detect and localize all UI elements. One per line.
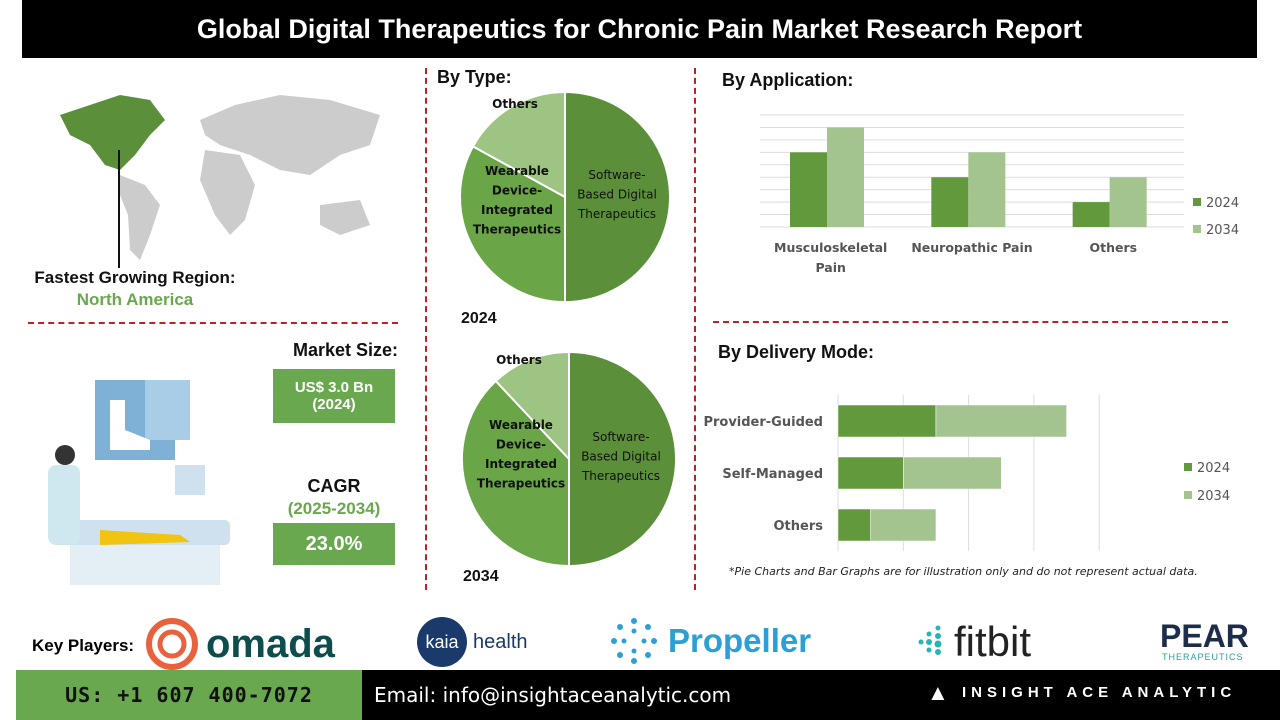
page-title: Global Digital Therapeutics for Chronic … xyxy=(22,0,1257,58)
category-label: Musculoskeletal xyxy=(774,240,887,255)
omada-logo: omada xyxy=(146,618,335,670)
pie-slice xyxy=(494,350,570,462)
bar-2024 xyxy=(790,152,827,227)
bar-2024 xyxy=(837,456,904,490)
pie-slice-label: Others xyxy=(496,353,542,367)
legend-swatch xyxy=(1193,198,1201,206)
email-contact[interactable]: Email: info@insightaceanalytic.com xyxy=(374,683,732,707)
bar-2034 xyxy=(870,508,937,542)
footer-bar: Email: info@insightaceanalytic.com ▲ INS… xyxy=(362,670,1280,720)
kaia-health-logo: kaia health xyxy=(417,617,528,667)
pie-slice-label: Wearable Device-Integrated Therapeutics xyxy=(473,164,561,237)
pie-slice-label: Others xyxy=(492,97,538,111)
category-label: Self-Managed xyxy=(722,467,823,482)
bar-2034 xyxy=(1109,177,1147,227)
pie-2024-label: 2024 xyxy=(461,310,497,327)
category-label: Provider-Guided xyxy=(703,415,823,430)
by-type-title: By Type: xyxy=(437,67,512,87)
cagr-value: 23.0% xyxy=(273,523,395,565)
bar-2024 xyxy=(837,508,871,542)
pie-slice-label: Software-Based Digital Therapeutics xyxy=(577,168,657,221)
bar-2034 xyxy=(968,152,1006,227)
pie-slice xyxy=(461,379,570,568)
key-players-label: Key Players: xyxy=(32,636,135,655)
bar-2024 xyxy=(931,177,969,227)
bar-2034 xyxy=(827,127,864,227)
by-delivery-title: By Delivery Mode: xyxy=(718,342,875,362)
legend-label: 2024 xyxy=(1206,196,1239,211)
market-size-label: Market Size: xyxy=(292,340,398,360)
market-size-box: US$ 3.0 Bn (2024) xyxy=(273,369,395,423)
bar-2034 xyxy=(903,456,1002,490)
region-value: North America xyxy=(76,290,194,309)
legend-label: 2034 xyxy=(1197,489,1230,504)
market-size-year: (2024) xyxy=(312,396,356,413)
disclaimer-note: *Pie Charts and Bar Graphs are for illus… xyxy=(729,565,1198,578)
category-label: Others xyxy=(1090,240,1138,255)
type-pie-charts: Software-Based Digital Therapeutics Wearab… xyxy=(459,90,677,568)
cagr-label: CAGR xyxy=(307,476,361,496)
category-label: Pain xyxy=(815,260,845,275)
by-application-title: By Application: xyxy=(722,70,854,90)
brand-logo-icon: ▲ xyxy=(927,680,949,705)
market-size-value: US$ 3.0 Bn xyxy=(294,379,374,396)
category-label: Neuropathic Pain xyxy=(911,240,1032,255)
bar-2034 xyxy=(935,404,1067,438)
pie-slice-label: Software-Based Digital Therapeutics xyxy=(581,430,661,483)
world-map xyxy=(60,95,380,260)
legend-swatch xyxy=(1193,225,1201,233)
pie-slice xyxy=(471,90,566,199)
bar-2024 xyxy=(1072,202,1110,227)
region-label: Fastest Growing Region: xyxy=(34,268,236,287)
category-label: Others xyxy=(774,519,824,534)
pie-slice xyxy=(459,145,566,304)
legend-label: 2034 xyxy=(1206,223,1239,238)
legend-label: 2024 xyxy=(1197,461,1230,476)
pie-slice xyxy=(564,90,671,304)
pie-slice xyxy=(568,350,677,568)
legend-swatch xyxy=(1184,463,1192,471)
propeller-logo: Propeller xyxy=(608,615,811,667)
fitbit-logo: fitbit xyxy=(916,618,1031,666)
delivery-bar-chart: Provider-Guided Self-Managed Others 2024 203… xyxy=(703,395,1230,551)
patient-scan-illustration xyxy=(48,380,230,585)
phone-contact[interactable]: US: +1 607 400-7072 xyxy=(16,670,362,720)
north-america-region xyxy=(60,95,165,170)
bar-2024 xyxy=(837,404,937,438)
pie-slice-label: Wearable Device-Integrated Therapeutics xyxy=(477,418,565,491)
brand-name: INSIGHT ACE ANALYTIC xyxy=(962,684,1237,701)
pie-2034-label: 2034 xyxy=(463,568,499,585)
application-bar-chart: Musculoskeletal Pain Neuropathic Pain Other… xyxy=(760,114,1239,275)
pear-therapeutics-logo: PEAR THERAPEUTICS xyxy=(1160,618,1249,662)
legend-swatch xyxy=(1184,491,1192,499)
cagr-period: (2025-2034) xyxy=(287,499,381,518)
